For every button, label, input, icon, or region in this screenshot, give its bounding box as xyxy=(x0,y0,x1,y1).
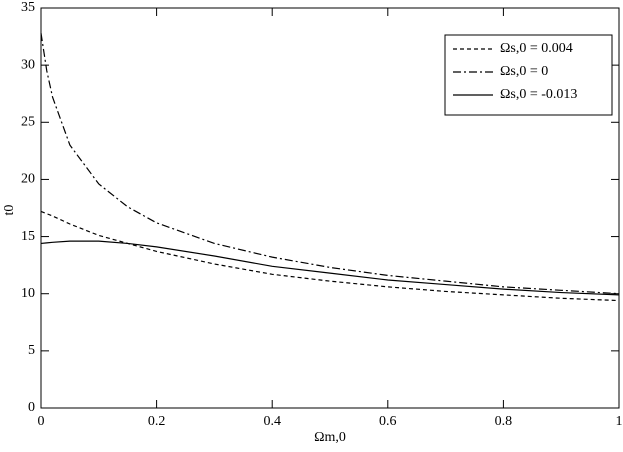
y-tick-label: 10 xyxy=(21,286,35,301)
legend-label: Ωs,0 = 0 xyxy=(500,64,548,79)
legend-label: Ωs,0 = 0.004 xyxy=(500,41,573,56)
x-tick-label: 0.6 xyxy=(379,414,397,429)
y-tick-label: 30 xyxy=(21,57,35,72)
plot-frame xyxy=(40,7,620,409)
y-tick-label: 35 xyxy=(21,0,35,15)
y-tick-label: 20 xyxy=(21,172,35,187)
series-line xyxy=(40,33,620,295)
y-tick-label: 5 xyxy=(28,343,35,358)
x-tick-label: 0.4 xyxy=(263,414,281,429)
y-tick-label: 0 xyxy=(28,400,35,415)
y-tick-label: 25 xyxy=(21,115,35,130)
x-tick-label: 1 xyxy=(616,414,623,429)
y-tick-label: 15 xyxy=(21,229,35,244)
legend-label: Ωs,0 = -0.013 xyxy=(500,87,577,102)
x-tick-label: 0.2 xyxy=(148,414,166,429)
x-tick-label: 0.8 xyxy=(495,414,513,429)
y-axis-label: t0 xyxy=(2,205,17,216)
series-line xyxy=(40,240,620,296)
legend-box xyxy=(444,34,613,116)
x-tick-label: 0 xyxy=(38,414,45,429)
series-line xyxy=(40,210,620,302)
x-axis-label: Ωm,0 xyxy=(314,430,346,445)
